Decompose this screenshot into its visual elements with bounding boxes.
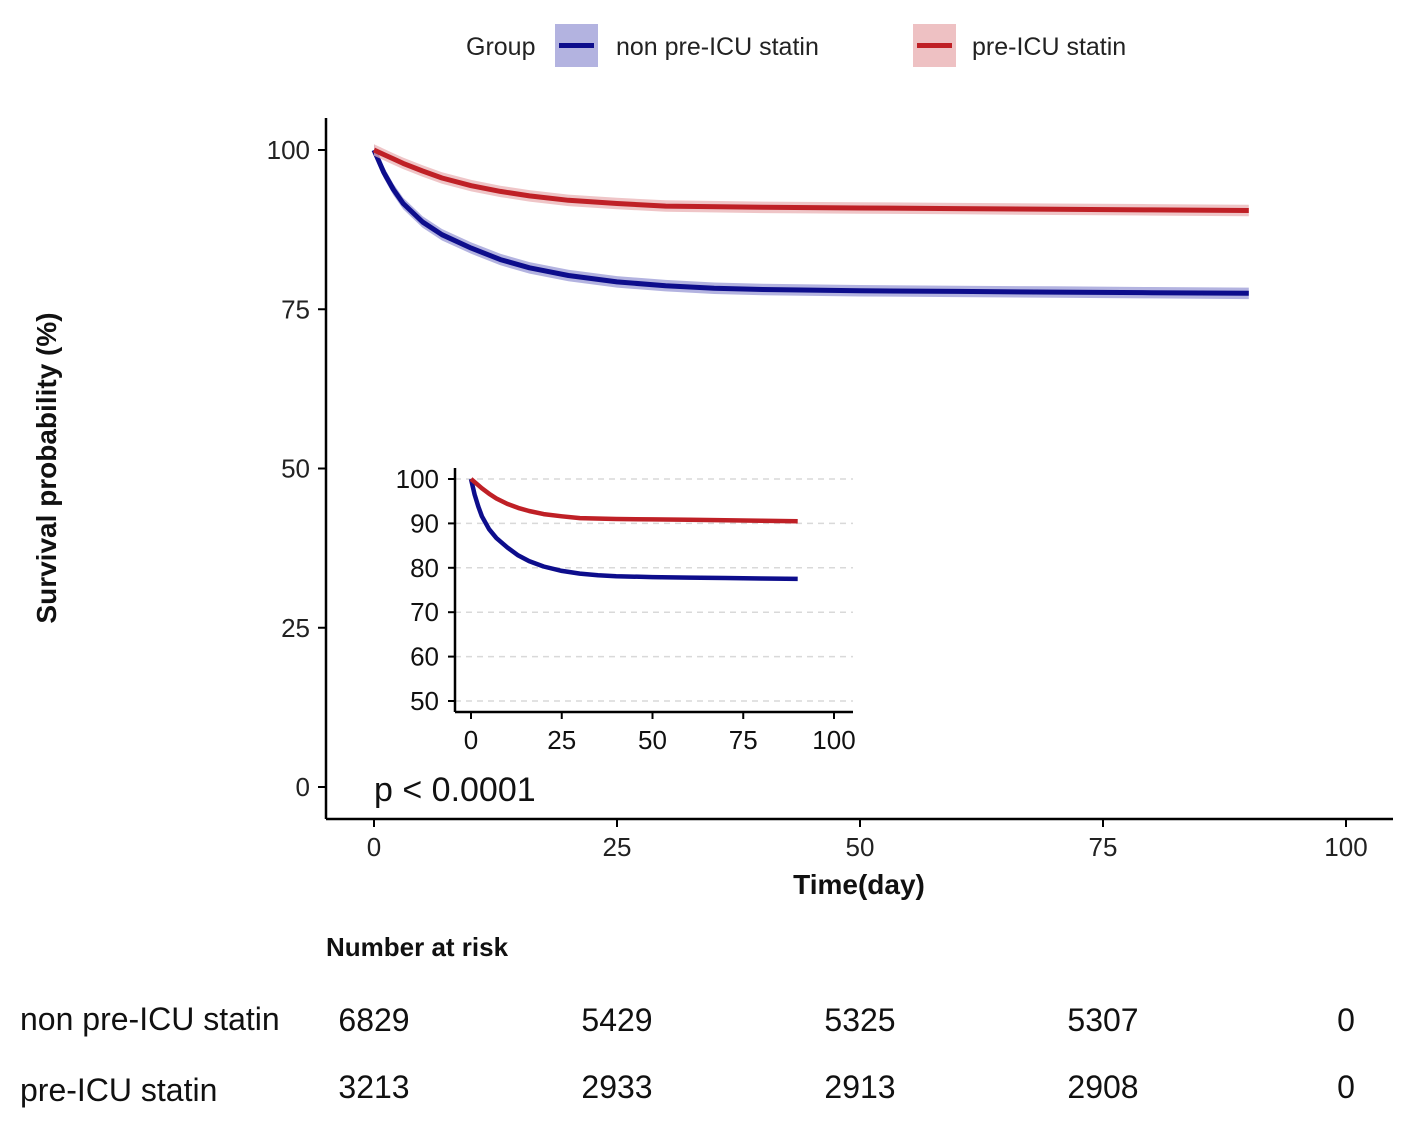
y-tick-label: 100 [267, 135, 310, 165]
x-tick-label: 50 [846, 832, 875, 862]
inset-curves [468, 477, 798, 582]
y-tick-label: 25 [281, 613, 310, 643]
risk-value: 5325 [824, 1002, 895, 1038]
legend-label-0: non pre-ICU statin [616, 33, 819, 61]
risk-value: 2913 [824, 1069, 895, 1105]
risk-value: 3213 [338, 1069, 409, 1105]
inset-x-tick-label: 0 [464, 725, 478, 755]
y-tick-label: 75 [281, 294, 310, 324]
inset-x-tick-label: 50 [638, 725, 667, 755]
inset-curve-series-1 [469, 477, 798, 524]
legend-label-1: pre-ICU statin [972, 33, 1126, 61]
risk-value: 6829 [338, 1002, 409, 1038]
inset-x-tick-label: 75 [729, 725, 758, 755]
y-tick-label: 0 [296, 772, 310, 802]
x-tick-label: 0 [367, 832, 381, 862]
survival-curve-series-0 [371, 149, 1249, 296]
x-axis-title: Time(day) [793, 869, 925, 900]
risk-row-label-1: pre-ICU statin [20, 1072, 217, 1108]
y-tick-label: 50 [281, 454, 310, 484]
risk-row-label-0: non pre-ICU statin [20, 1001, 280, 1037]
risk-value: 5429 [581, 1002, 652, 1038]
x-ticks: 0 25 50 75 100 [367, 819, 1368, 862]
inset-y-tick-label: 80 [410, 553, 439, 583]
risk-table: Number at risk non pre-ICU statin pre-IC… [20, 932, 1355, 1108]
y-ticks: 0 25 50 75 100 [267, 135, 326, 802]
x-tick-label: 25 [603, 832, 632, 862]
risk-value: 2908 [1067, 1069, 1138, 1105]
inset-y-tick-label: 70 [410, 597, 439, 627]
risk-values: 6829 5429 5325 5307 0 3213 2933 2913 2908 0 [338, 1002, 1354, 1105]
legend: Group non pre-ICU statin pre-ICU statin [466, 24, 1126, 67]
risk-value: 5307 [1067, 1002, 1138, 1038]
risk-value: 0 [1337, 1069, 1355, 1105]
risk-value: 0 [1337, 1002, 1355, 1038]
x-tick-label: 75 [1089, 832, 1118, 862]
inset-x-tick-label: 25 [547, 725, 576, 755]
main-axes: 0 25 50 75 100 0 25 50 75 100 [267, 118, 1393, 862]
inset-gridlines [455, 478, 853, 702]
ci-band-series-0 [374, 144, 1249, 300]
risk-value: 2933 [581, 1069, 652, 1105]
p-value-annotation: p < 0.0001 [374, 771, 536, 809]
main-curves [371, 144, 1249, 300]
inset-curve-series-0 [468, 478, 798, 582]
inset-chart: 50 60 70 80 90 100 0 25 50 75 100 [396, 462, 863, 755]
ci-band-series-1 [374, 144, 1249, 217]
inset-x-tick-label: 100 [812, 725, 855, 755]
inset-y-tick-label: 60 [410, 642, 439, 672]
inset-x-ticks: 0 25 50 75 100 [464, 712, 856, 755]
inset-y-tick-label: 50 [410, 686, 439, 716]
risk-table-title: Number at risk [326, 932, 509, 962]
inset-y-tick-label: 90 [410, 508, 439, 538]
inset-background [448, 462, 863, 724]
inset-y-ticks: 50 60 70 80 90 100 [396, 464, 455, 716]
inset-y-tick-label: 100 [396, 464, 439, 494]
legend-title: Group [466, 33, 535, 61]
y-axis-title: Survival probability (%) [31, 312, 62, 623]
x-tick-label: 100 [1324, 832, 1367, 862]
survival-curve-series-1 [372, 147, 1249, 213]
